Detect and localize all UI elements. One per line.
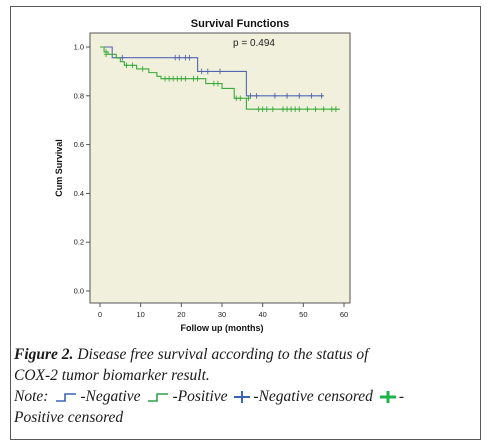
positive-censor-mark [166,75,172,82]
plot-area [89,32,351,304]
axes: 0 10 20 30 40 50 60 0.0 0.2 0.4 0.6 0.8 1.0 [74,43,349,320]
p-value-annotation: p = 0.494 [233,38,275,49]
caption-line-2: COX-2 tumor biomarker result. [14,367,210,384]
x-tick-label: 10 [136,310,144,319]
censor-marks [103,49,339,113]
negative-censor-mark [173,54,178,61]
caption-line-4: Positive censored [14,409,124,426]
positive-censor-mark [215,80,221,87]
positive-censor-mark [280,106,286,113]
negative-censor-mark [183,54,188,61]
negative-censor-mark [272,93,278,99]
legend-negative-censored-label: -Negative censored [253,388,373,405]
negative-censor-mark [205,68,210,75]
positive-censor-mark [130,62,135,69]
x-tick-label: 60 [340,310,348,319]
caption-line-1: Figure 2. Disease free survival accordin… [14,344,480,365]
positive-censor-mark [321,106,326,113]
positive-step-icon [148,393,169,403]
y-tick-label: 0.2 [74,238,84,247]
x-tick-label: 30 [218,310,226,319]
positive-censor-mark [333,106,339,113]
x-tick-label: 50 [299,310,307,319]
positive-censor-mark [288,106,294,113]
y-axis-label: Cum Survival [54,139,64,197]
negative-censor-mark [217,68,223,75]
chart-title: Survival Functions [191,18,289,30]
negative-censor-mark [309,93,314,99]
negative-censor-mark [248,93,253,99]
positive-censor-mark [103,49,109,55]
negative-step-icon [56,393,77,403]
negative-censor-mark [120,54,125,61]
y-tick-label: 1.0 [74,43,84,52]
negative-censor-mark [177,54,182,61]
positive-censored-plus-icon [379,391,396,404]
positive-censor-mark [293,106,298,113]
positive-censor-mark [297,106,302,113]
negative-censor-mark [297,93,302,99]
positive-censor-mark [270,106,276,113]
x-tick-label: 40 [258,310,266,319]
positive-censor-mark [195,75,200,82]
negative-censor-mark [187,54,192,61]
caption-note-line: Note: -Negative -Positive -Negative cens… [14,386,480,407]
x-tick-label: 20 [177,310,185,319]
positive-censor-mark [175,75,180,82]
negative-censor-mark [284,93,290,99]
survival-chart: Survival Functions p = 0.494 Follow up (… [54,18,351,333]
legend-positive-label: -Positive [172,388,228,405]
positive-censor-mark [329,106,334,113]
y-tick-label: 0.8 [74,91,84,100]
positive-censor-mark [260,106,265,113]
negative-survival-line [100,46,324,97]
positive-censor-mark [256,106,261,113]
positive-censor-mark [162,75,168,82]
positive-censor-mark [284,106,290,113]
negative-censor-mark [319,93,324,99]
series-lines [100,46,340,110]
positive-censor-mark [124,62,129,69]
positive-censor-mark [246,95,251,102]
x-axis-label: Follow up (months) [181,323,264,333]
negative-censor-mark [199,68,204,75]
positive-censor-mark [238,95,243,102]
y-tick-label: 0.4 [74,189,84,198]
positive-censor-mark [140,66,145,72]
y-tick-label: 0.0 [74,287,84,296]
legend-positive-censored-dash: - [398,388,404,405]
positive-censor-mark [179,75,184,82]
positive-survival-line [100,46,340,110]
positive-censor-mark [313,106,318,113]
figure-label: Figure 2. [14,346,74,363]
caption-text-line-1: Disease free survival according to the s… [73,346,369,363]
positive-censor-mark [305,106,310,113]
negative-censored-plus-icon [234,391,251,404]
x-tick-label: 0 [98,310,102,319]
negative-censor-mark [254,93,259,99]
positive-censor-mark [234,95,239,102]
positive-censor-mark [264,106,269,113]
legend-negative-label: -Negative [80,388,141,405]
note-label: Note: [14,388,49,405]
positive-censor-mark [211,80,217,87]
positive-censor-mark [183,75,188,82]
figure-caption: Figure 2. Disease free survival accordin… [14,344,480,428]
positive-censor-mark [171,75,176,82]
positive-censor-mark [191,75,196,82]
y-tick-label: 0.6 [74,140,84,149]
